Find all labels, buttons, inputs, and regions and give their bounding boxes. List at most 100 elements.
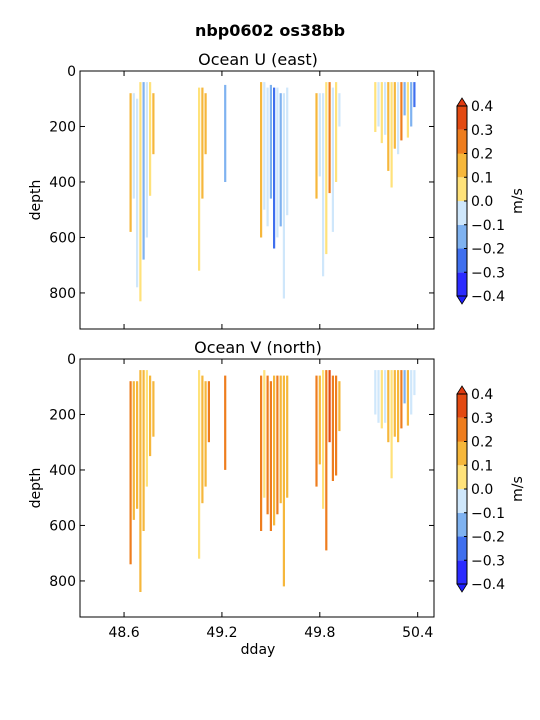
x-tick-label: 48.6 [108, 625, 139, 641]
data-profile [397, 82, 400, 155]
data-profile [400, 82, 403, 141]
colorbar-tick-label: 0.2 [471, 147, 493, 163]
data-profile [207, 381, 210, 443]
y-tick-label: 200 [49, 119, 76, 135]
data-profile [269, 381, 272, 531]
data-layer [129, 82, 416, 302]
data-layer [129, 370, 416, 592]
data-profile [282, 375, 285, 587]
data-profile [410, 82, 413, 127]
y-tick-label: 800 [49, 286, 76, 302]
data-profile [149, 375, 152, 457]
data-profile [397, 370, 400, 443]
data-profile [139, 82, 142, 302]
colorbar-tick-label: −0.1 [471, 506, 505, 522]
data-profile [413, 82, 416, 108]
data-profile [201, 375, 204, 504]
data-profile [145, 370, 148, 487]
colorbar-tick-label: −0.2 [471, 242, 505, 258]
data-profile [224, 84, 227, 182]
x-tick-label: 49.2 [206, 625, 237, 641]
plot-frame [79, 358, 435, 618]
data-profile [380, 82, 383, 144]
colorbar-top: 0.4 0.3 0.2 0.1 0.0 −0.1 −0.2 −0.3 −0.4 [456, 97, 505, 305]
data-profile [335, 82, 338, 182]
data-profile [204, 93, 207, 155]
data-profile [380, 370, 383, 429]
data-profile [390, 82, 393, 188]
colorbar-bottom: 0.4 0.3 0.2 0.1 0.0 −0.1 −0.2 −0.3 −0.4 [456, 385, 505, 593]
y-tick-label: 400 [49, 175, 76, 191]
panel-ocean-v: Ocean V (north) 0 200 400 600 800 48.6 49.2 49… [28, 338, 435, 658]
data-profile [263, 82, 266, 210]
data-profile [132, 93, 135, 199]
colorbar-tick-label: 0.3 [471, 411, 493, 427]
data-profile [335, 375, 338, 476]
colorbar-bin [457, 536, 467, 561]
colorbar-bin [457, 224, 467, 249]
data-profile [269, 84, 272, 199]
data-profile [286, 375, 289, 498]
data-profile [152, 93, 155, 155]
x-tick-label: 50.4 [402, 625, 433, 641]
data-profile [279, 375, 282, 504]
data-profile [325, 82, 328, 255]
colorbar-tick-label: −0.3 [471, 553, 505, 569]
data-profile [393, 82, 396, 149]
y-axis-label: depth [28, 180, 44, 221]
x-axis [123, 71, 419, 329]
data-profile [318, 93, 321, 177]
data-profile [142, 82, 145, 260]
colorbar-bin [457, 248, 467, 273]
data-profile [276, 375, 279, 515]
colorbar-bin [457, 512, 467, 537]
data-profile [276, 87, 279, 238]
data-profile [400, 370, 403, 429]
colorbar-bin [457, 465, 467, 490]
data-profile [149, 82, 152, 196]
data-profile [338, 381, 341, 432]
data-profile [406, 370, 409, 426]
plot-frame [79, 70, 435, 330]
data-profile [263, 370, 266, 498]
chart-title: Ocean V (north) [194, 338, 322, 357]
data-profile [318, 375, 321, 465]
data-profile [282, 93, 285, 299]
colorbar-bin [457, 560, 467, 585]
colorbar-bin [457, 417, 467, 442]
y-tick-label: 800 [49, 574, 76, 590]
data-profile [328, 370, 331, 443]
data-profile [198, 370, 201, 559]
data-profile [273, 375, 276, 526]
data-profile [393, 370, 396, 437]
y-tick-label: 600 [49, 518, 76, 534]
colorbar-bin [457, 153, 467, 178]
x-tick-label: 49.8 [304, 625, 335, 641]
data-profile [403, 370, 406, 404]
data-profile [142, 370, 145, 531]
data-profile [152, 381, 155, 437]
colorbar-bin [457, 106, 467, 130]
data-profile [136, 381, 139, 509]
data-profile [139, 370, 142, 592]
data-profile [129, 381, 132, 565]
data-profile [266, 375, 269, 515]
colorbar-tick-label: −0.1 [471, 218, 505, 234]
colorbar-extend-low [456, 583, 468, 593]
data-profile [406, 82, 409, 138]
colorbar-bin [457, 394, 467, 418]
y-tick-label: 600 [49, 230, 76, 246]
data-profile [260, 82, 263, 238]
data-profile [322, 93, 325, 277]
data-profile [224, 375, 227, 470]
chart-title: Ocean U (east) [198, 50, 318, 69]
data-profile [413, 370, 416, 396]
data-profile [201, 87, 204, 199]
data-profile [315, 93, 318, 199]
y-tick-label: 200 [49, 407, 76, 423]
data-profile [338, 93, 341, 127]
colorbar-label: m/s [510, 476, 526, 502]
colorbar-tick-label: −0.3 [471, 265, 505, 281]
data-profile [328, 82, 331, 194]
colorbar-tick-label: 0.4 [471, 387, 493, 403]
